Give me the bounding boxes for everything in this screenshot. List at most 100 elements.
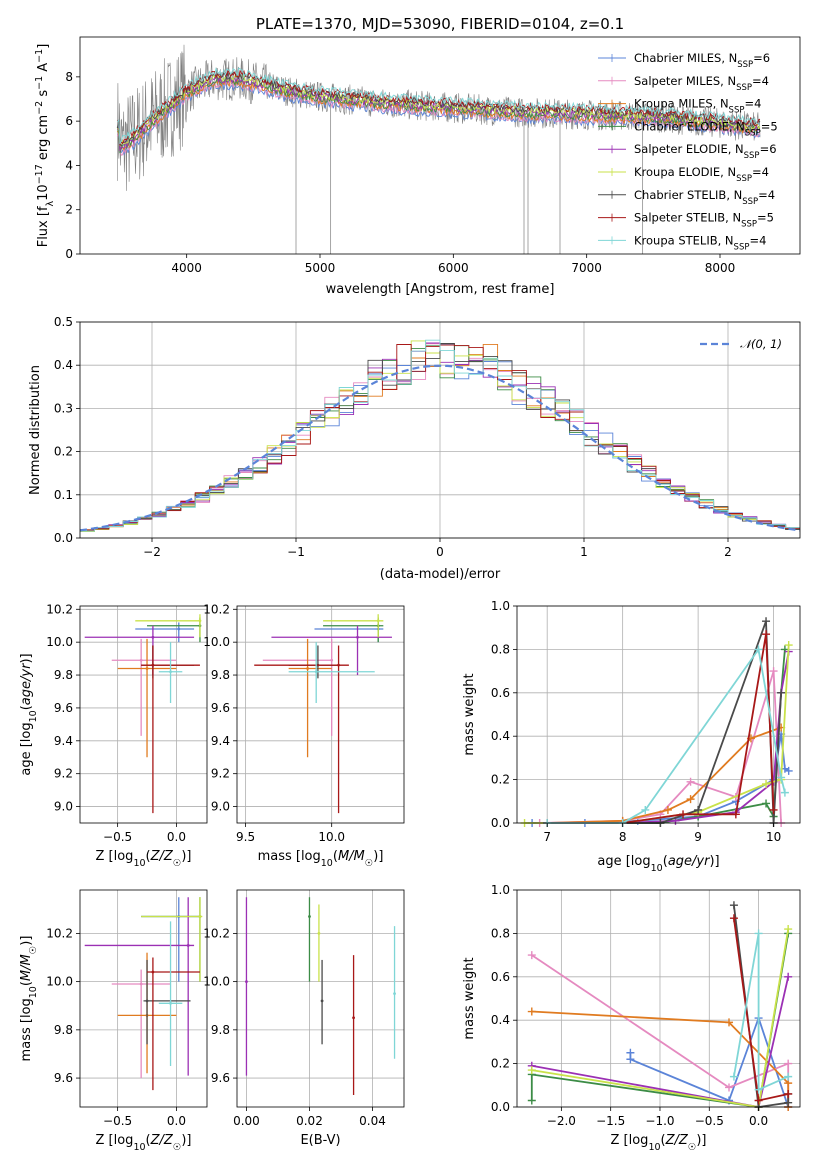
y-axis-label: Flux [fλ10−17 erg cm−2 s−1 A−1] xyxy=(34,44,56,248)
legend-label: Salpeter ELODIE, NSSP=6 xyxy=(634,142,777,161)
x-tick-label: 8 xyxy=(619,830,627,844)
marker-salpeter_miles xyxy=(769,667,778,676)
x-axis-label: Z [log10(Z/Z☉)] xyxy=(96,1133,192,1153)
marker-salpeter_stelib xyxy=(731,810,740,819)
point-salpeter_elodie xyxy=(356,635,359,639)
x-tick-label: −1 xyxy=(287,545,305,559)
legend-sub: SSP xyxy=(729,106,745,116)
point-kroupa_stelib xyxy=(169,1001,172,1005)
point-kroupa_elodie xyxy=(198,619,202,623)
axis-label-part: Flux [f xyxy=(36,206,51,247)
point-kroupa_miles xyxy=(306,667,309,670)
legend-label: Chabrier MILES, NSSP=6 xyxy=(634,51,770,70)
legend-text: Salpeter ELODIE, N xyxy=(634,142,744,156)
marker-salpeter_stelib xyxy=(762,630,771,639)
point-kroupa_stelib xyxy=(393,992,396,996)
marker-kroupa_stelib xyxy=(777,773,786,782)
model-kroupa_miles xyxy=(116,78,761,154)
x-tick-label: 10 xyxy=(766,830,781,844)
marker-chabrier_elodie xyxy=(527,1096,536,1105)
y-tick-label: 0.8 xyxy=(491,642,510,656)
marker-salpeter_stelib xyxy=(769,805,778,814)
axis-label-part: 10 xyxy=(321,858,333,869)
normal-curve xyxy=(79,364,801,532)
y-tick-label: 10.0 xyxy=(46,635,73,649)
y-tick-label: 6 xyxy=(65,114,73,128)
axis-label-part: ( xyxy=(663,854,668,869)
marker-salpeter_stelib xyxy=(754,1096,763,1105)
legend-sub: SSP xyxy=(736,83,752,93)
y-tick-label: 1.0 xyxy=(491,883,510,897)
model-chabrier_elodie xyxy=(116,75,761,154)
legend-label: Kroupa ELODIE, NSSP=4 xyxy=(634,165,769,184)
marker-chabrier_miles xyxy=(784,766,793,775)
marker-kroupa_stelib xyxy=(784,1072,793,1081)
marker-chabrier_elodie xyxy=(762,799,771,808)
legend-sub: SSP xyxy=(744,151,760,161)
model-chabrier_miles xyxy=(116,81,761,156)
axes-frame xyxy=(79,605,208,824)
marker-salpeter_stelib xyxy=(679,810,688,819)
y-tick-label: 10.2 xyxy=(203,926,230,940)
marker-salpeter_elodie xyxy=(784,972,793,981)
x-tick-label: −1.5 xyxy=(596,1114,625,1128)
x-tick-label: 4000 xyxy=(171,261,202,275)
legend-text: Chabrier MILES, N xyxy=(634,51,737,65)
model-kroupa_stelib xyxy=(117,67,761,145)
point-kroupa_stelib xyxy=(314,670,318,674)
marker-kroupa_stelib xyxy=(754,929,763,938)
x-tick-label: 0.0 xyxy=(167,830,186,844)
x-tick-label: 0.0 xyxy=(167,1114,186,1128)
axis-label-part: −1 xyxy=(34,76,45,90)
chart-title: PLATE=1370, MJD=53090, FIBERID=0104, z=0… xyxy=(256,15,624,33)
y-tick-label: 0.0 xyxy=(491,1100,510,1114)
y-tick-label: 0.0 xyxy=(491,816,510,830)
y-tick-label: 9.4 xyxy=(54,734,73,748)
y-axis-label: mass [log10(M/M☉)] xyxy=(19,936,39,1062)
legend-label: Kroupa STELIB, NSSP=4 xyxy=(634,233,766,252)
x-tick-label: 1 xyxy=(580,545,588,559)
axis-label-part: Z/Z xyxy=(150,849,174,864)
legend-label: Salpeter MILES, NSSP=4 xyxy=(634,74,769,93)
y-tick-label: 9.6 xyxy=(211,701,230,715)
point-chabrier_stelib xyxy=(320,999,324,1003)
y-tick-label: 0.6 xyxy=(491,686,510,700)
y-tick-label: 8 xyxy=(65,70,73,84)
legend-sub: SSP xyxy=(741,220,757,230)
x-tick-label: −0.5 xyxy=(103,1114,132,1128)
point-kroupa_elodie xyxy=(376,619,380,623)
legend-text: Kroupa MILES, N xyxy=(634,97,729,111)
axis-label-part: M/M xyxy=(19,954,34,981)
y-tick-label: 9.2 xyxy=(211,767,230,781)
x-tick-label: 5000 xyxy=(305,261,336,275)
axis-label-part: ( xyxy=(146,1133,151,1148)
point-salpeter_miles xyxy=(139,658,143,662)
axes-layer: 4000 5000 6000 7000 8000 0 2 4 6 8 wavelength [Ang… xyxy=(19,36,801,1153)
legend-suffix: =4 xyxy=(752,74,769,88)
y-axis-label: Normed distribution xyxy=(28,365,43,495)
point-kroupa_miles xyxy=(145,667,149,670)
legend-sub: SSP xyxy=(742,197,758,207)
legend-suffix: =4 xyxy=(749,233,766,247)
y-tick-label: 0.4 xyxy=(54,358,73,372)
y-tick-label: 0.4 xyxy=(491,1013,510,1027)
axis-label-part: )] xyxy=(19,653,34,663)
y-tick-label: 9.4 xyxy=(211,734,230,748)
axis-label-part: ( xyxy=(19,705,34,710)
point-chabrier_elodie xyxy=(308,915,311,918)
legend-text: Salpeter MILES, N xyxy=(634,74,736,88)
marker-salpeter_stelib xyxy=(729,914,738,923)
y-tick-label: 1.0 xyxy=(491,599,510,613)
y-tick-label: 10.2 xyxy=(46,602,73,616)
axis-label-part: 10 xyxy=(651,863,663,874)
series-salpeter_miles xyxy=(539,670,782,824)
legend-sub: SSP xyxy=(734,242,750,252)
point-salpeter_elodie xyxy=(186,944,190,947)
y-tick-label: 4 xyxy=(65,158,73,172)
axis-label-part: ( xyxy=(333,849,338,864)
axis-label-part: ☉ xyxy=(28,946,39,955)
y-tick-label: 0.3 xyxy=(54,401,73,415)
axis-label-part: erg cm xyxy=(36,115,51,164)
x-tick-label: 8000 xyxy=(705,261,736,275)
